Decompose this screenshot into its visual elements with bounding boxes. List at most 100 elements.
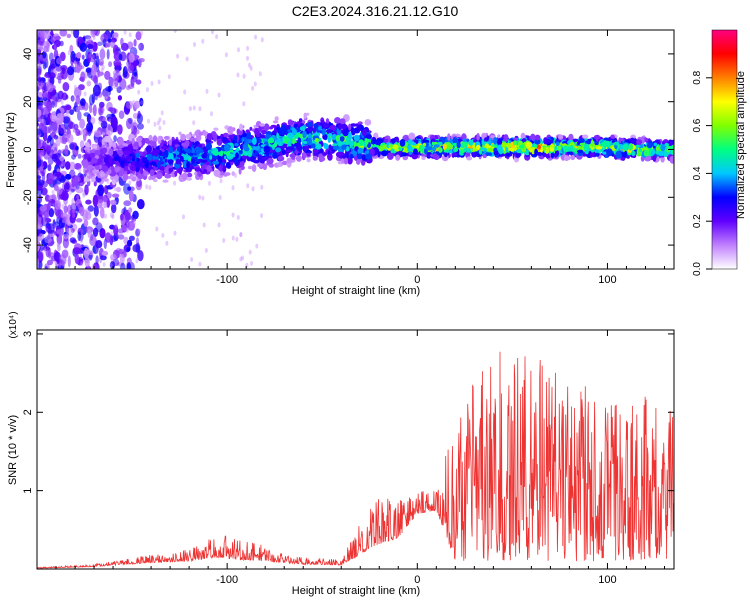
- spectrogram-cell: [46, 82, 54, 93]
- spectrogram-cell: [238, 150, 243, 154]
- spectrogram-cell: [431, 141, 435, 146]
- spectrogram-cell: [222, 238, 226, 243]
- spectrogram-cell: [58, 123, 67, 135]
- spectrogram-cell: [242, 101, 246, 107]
- spectrogram-cell: [60, 99, 64, 105]
- spectrogram-cell: [69, 214, 76, 224]
- spectrogram-cell: [291, 127, 296, 132]
- spectrogram-cell: [206, 142, 212, 151]
- spectrogram-cell: [85, 199, 92, 205]
- spectrogram-cell: [208, 180, 211, 186]
- spectrogram-cell: [128, 53, 135, 63]
- spectrogram-cell: [131, 138, 135, 145]
- spectrogram-cell: [327, 136, 331, 143]
- spectrogram-cell: [100, 255, 107, 261]
- spectrogram-cell: [263, 145, 270, 154]
- spectrogram-cell: [118, 53, 123, 61]
- spectrogram-cell: [392, 144, 399, 150]
- spectrogram-cell: [87, 209, 91, 215]
- spectrogram-cell: [95, 240, 103, 249]
- spectrogram-cell: [578, 138, 585, 144]
- spectrogram-cell: [99, 61, 104, 67]
- spectrogram-cell: [71, 197, 75, 207]
- spectrogram-cell: [203, 151, 208, 158]
- spectrogram-cell: [288, 133, 293, 140]
- spectrogram-cell: [395, 154, 401, 161]
- colorbar-label: Normalized spectral amplitude: [735, 71, 747, 219]
- spectrogram-cell: [92, 169, 98, 174]
- spectrogram-cell: [181, 142, 187, 147]
- spectrogram-cell: [274, 116, 279, 121]
- spectrogram-cell: [70, 95, 75, 102]
- spectrogram-cell: [218, 150, 224, 157]
- spectrogram-cell: [246, 55, 249, 61]
- spectrogram-cell: [66, 227, 74, 238]
- spectrogram-cell: [326, 129, 331, 133]
- spectrogram-cell: [59, 254, 67, 266]
- spectrogram-cell: [101, 46, 105, 52]
- spectrogram-cell: [249, 65, 253, 71]
- spectrogram-cell: [44, 235, 52, 244]
- spectrogram-cell: [234, 158, 238, 164]
- spectrogram-cell: [235, 236, 239, 242]
- spectrogram-cell: [108, 107, 114, 112]
- spectrogram-cell: [132, 78, 136, 84]
- spectrogram-cell: [112, 69, 121, 77]
- spectrogram-cell: [194, 158, 199, 162]
- spectrogram-cell: [554, 145, 558, 151]
- spectrogram-cell: [111, 214, 115, 220]
- spectrogram-cell: [155, 172, 163, 180]
- spectrogram-cell: [48, 196, 52, 202]
- spectrogram-cell: [298, 118, 303, 123]
- spectrogram-cell: [79, 140, 85, 149]
- spectrogram-cell: [78, 167, 82, 173]
- spectrogram-cell: [126, 262, 132, 269]
- spectrogram-cell: [78, 230, 84, 242]
- spectrogram-cell: [234, 142, 239, 147]
- spectrogram-cell: [99, 48, 106, 60]
- spectrogram-cell: [144, 161, 149, 169]
- spectrogram-cell: [108, 148, 114, 156]
- spectrogram-cell: [53, 224, 57, 230]
- spectrogram-cell: [251, 186, 255, 192]
- spectrogram-cell: [135, 161, 140, 169]
- spectrogram-cell: [239, 232, 243, 238]
- spectrogram-cell: [583, 143, 590, 152]
- spectrogram-cell: [120, 37, 124, 46]
- spectrogram-cell: [57, 243, 61, 252]
- spectrogram-cell: [48, 72, 56, 79]
- spectrogram-cell: [73, 87, 82, 98]
- spectrogram-cell: [323, 143, 329, 150]
- spectrogram-cell: [95, 55, 100, 68]
- spectrogram-cell: [604, 140, 611, 148]
- spectrogram-cell: [112, 258, 120, 266]
- spectrogram-cell: [195, 146, 202, 155]
- spectrogram-cell: [123, 200, 132, 207]
- spectrogram-cell: [247, 165, 253, 170]
- spectrogram-cell: [338, 123, 343, 131]
- spectrogram-cell: [188, 106, 192, 112]
- spectrogram-cell: [86, 37, 93, 42]
- spectrogram-cell: [113, 225, 119, 236]
- spectrogram-cell: [568, 133, 574, 142]
- spectrogram-cell: [534, 138, 541, 145]
- spectrogram-cell: [180, 133, 187, 141]
- spectrogram-cell: [118, 169, 124, 177]
- spectrogram-cell: [264, 133, 271, 140]
- colorbar-tick-label: 0.2: [692, 214, 703, 228]
- spectrogram-cell: [250, 260, 254, 266]
- spectrogram-cell: [287, 119, 294, 126]
- spectrogram-cell: [399, 139, 406, 147]
- spectrogram-cell: [77, 176, 81, 182]
- spectrogram-cell: [658, 151, 665, 157]
- spectrogram-cell: [37, 208, 40, 215]
- spectrogram-cell: [120, 160, 125, 167]
- spectrogram-cell: [82, 192, 86, 198]
- spectrogram-cell: [235, 152, 239, 159]
- spectrogram-cell: [45, 145, 51, 152]
- spectrogram-cell: [54, 35, 61, 41]
- spectrogram-cell: [59, 30, 68, 37]
- spectrogram-cell: [449, 138, 453, 144]
- spectrogram-cell: [341, 144, 347, 150]
- spectrogram-cell: [87, 51, 91, 64]
